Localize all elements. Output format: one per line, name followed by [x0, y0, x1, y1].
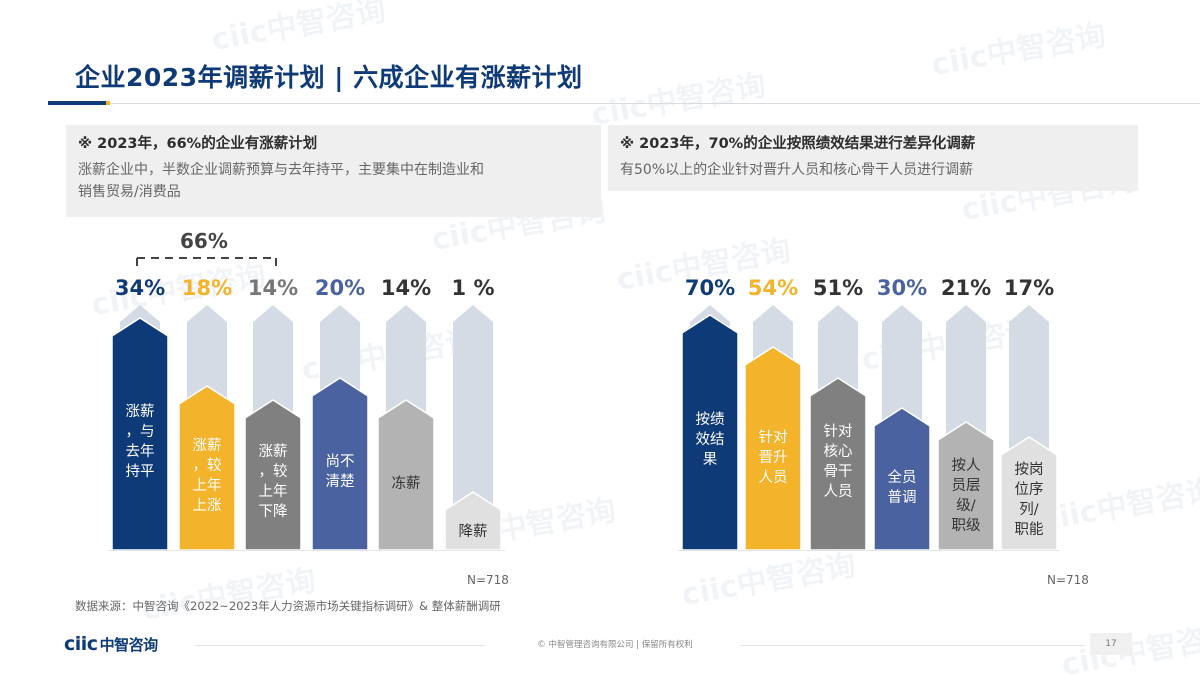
left-bar-category: 尚不 清楚: [325, 454, 355, 490]
left-bar-value: 34%: [114, 276, 166, 300]
right-bar-value: 30%: [876, 276, 928, 300]
left-bar-value: 18%: [181, 276, 233, 300]
page-title: 企业2023年调薪计划 | 六成企业有涨薪计划: [75, 63, 583, 92]
logo-chinese: 中智咨询: [99, 636, 159, 654]
footer-divider-left: [195, 645, 485, 646]
left-sample-size: N=718: [467, 573, 509, 587]
footer-divider-right: [740, 645, 1085, 646]
left-bar-value: 14%: [380, 276, 432, 300]
watermark: ciic中智咨询: [1038, 472, 1200, 538]
right-bar-value: 51%: [812, 276, 864, 300]
left-bar-category: 涨薪 ，与 去年 持平: [125, 404, 155, 480]
logo-latin: ciic: [64, 633, 98, 655]
copyright-text: © 中智管理咨询有限公司 | 保留所有权利: [537, 640, 693, 650]
right-bar-category: 按人 员层 级/职级: [951, 458, 981, 534]
left-panel-body-line1: 涨薪企业中，半数企业调薪预算与去年持平，主要集中在制造业和: [78, 162, 484, 178]
right-bar-category: 按岗 位序 列/职能: [1014, 462, 1044, 538]
right-bar-category: 按绩 效结果: [695, 412, 725, 468]
left-bar-value: 20%: [314, 276, 366, 300]
right-sample-size: N=718: [1047, 573, 1089, 587]
right-bar-category: 针对 晋升 人员: [758, 430, 788, 486]
right-panel-heading: ※ 2023年，70%的企业按照绩效结果进行差异化调薪: [620, 136, 976, 152]
watermark: ciic中智咨询: [858, 312, 1039, 378]
left-bar-category: 涨薪 ，较 上年 下降: [258, 444, 288, 520]
watermark: ciic中智咨询: [928, 17, 1109, 83]
left-panel-body-line2: 销售贸易/消费品: [78, 184, 181, 200]
right-bar-category: 针对 核心 骨干 人员: [823, 424, 853, 500]
right-bar-value: 70%: [684, 276, 736, 300]
left-panel-body: 涨薪企业中，半数企业调薪预算与去年持平，主要集中在制造业和 销售贸易/消费品: [78, 159, 589, 203]
left-chart-total-label: 66%: [180, 229, 228, 253]
right-bar-value: 17%: [1003, 276, 1055, 300]
watermark: ciic中智咨询: [138, 562, 319, 628]
watermark: ciic中智咨询: [298, 322, 479, 388]
page-number: 17: [1090, 633, 1132, 655]
title-accent-bar: [48, 101, 106, 105]
company-logo: ciic 中智咨询: [64, 633, 158, 655]
right-bar-category: 全员 普调: [887, 470, 917, 506]
left-bar-value: 14%: [247, 276, 299, 300]
right-panel-body: 有50%以上的企业针对晋升人员和核心骨干人员进行调薪: [620, 162, 974, 178]
right-bar-value: 21%: [940, 276, 992, 300]
data-source-note: 数据来源：中智咨询《2022~2023年人力资源市场关键指标调研》& 整体薪酬调…: [75, 599, 501, 613]
right-summary-panel: ※ 2023年，70%的企业按照绩效结果进行差异化调薪 有50%以上的企业针对晋…: [608, 125, 1138, 191]
watermark: ciic中智咨询: [588, 67, 769, 133]
right-bar-value: 54%: [747, 276, 799, 300]
left-bar-category: 冻薪: [391, 476, 421, 492]
title-divider: [48, 103, 1200, 104]
left-bar-category: 降薪: [458, 524, 488, 540]
left-bar-value: 1 %: [451, 276, 495, 300]
watermark: ciic中智咨询: [208, 0, 389, 58]
watermark: ciic中智咨询: [678, 547, 859, 613]
left-bar-category: 涨薪 ，较 上年 上涨: [192, 438, 222, 514]
left-summary-panel: ※ 2023年，66%的企业有涨薪计划 涨薪企业中，半数企业调薪预算与去年持平，…: [66, 125, 601, 217]
left-panel-heading: ※ 2023年，66%的企业有涨薪计划: [78, 136, 318, 152]
title-accent-dot: [106, 101, 110, 105]
